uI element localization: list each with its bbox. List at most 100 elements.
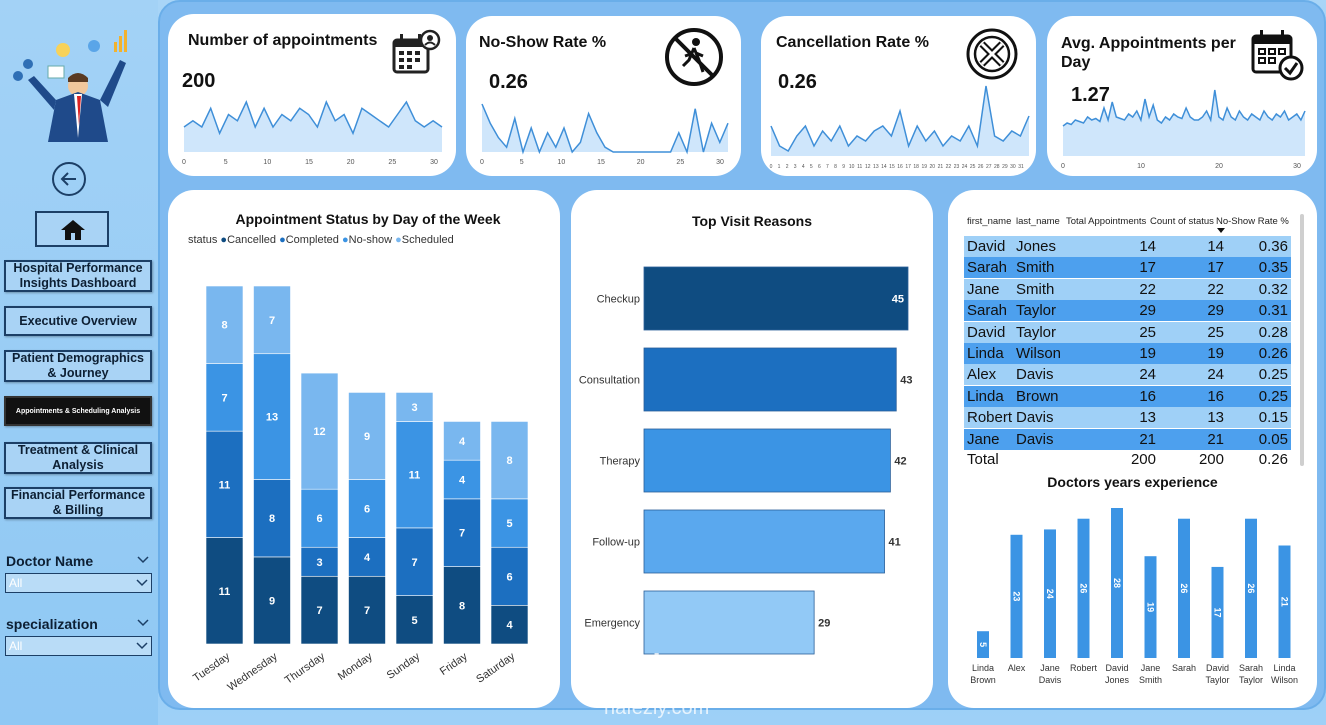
bar[interactable]	[1278, 545, 1291, 659]
home-button[interactable]	[35, 211, 109, 247]
back-button[interactable]	[52, 162, 86, 196]
sparkline-tick: 11	[857, 164, 862, 170]
cell-status-count: 14	[1207, 238, 1224, 255]
nav-treatment-clinical[interactable]: Treatment & Clinical Analysis	[4, 442, 152, 474]
data-label: 4	[506, 620, 513, 632]
bar-segment[interactable]	[205, 285, 244, 364]
bar[interactable]	[643, 428, 891, 493]
col-first-name[interactable]: first_name	[967, 216, 1012, 227]
bar[interactable]	[1077, 518, 1090, 658]
chevron-down-icon[interactable]	[137, 619, 149, 627]
table-row[interactable]: Sarah Taylor 29 29 0.31	[964, 300, 1291, 322]
cell-first-name: Alex	[967, 366, 997, 384]
col-count-status[interactable]: Count of status	[1150, 216, 1214, 227]
chevron-down-icon[interactable]	[137, 556, 149, 564]
table-scrollbar[interactable]	[1300, 214, 1304, 466]
bar[interactable]	[1044, 529, 1056, 658]
data-label: 42	[894, 456, 906, 468]
bar[interactable]	[643, 509, 885, 574]
bar-segment[interactable]	[443, 498, 481, 567]
table-row[interactable]: Linda Brown 16 16 0.25	[964, 385, 1291, 407]
col-noshow-rate[interactable]: No-Show Rate %	[1216, 216, 1289, 227]
legend-item[interactable]: ●No-show	[341, 234, 393, 246]
bar-segment[interactable]	[348, 537, 386, 577]
legend-item[interactable]: ●Completed	[279, 234, 339, 246]
x-tick-label: Friday	[438, 650, 470, 678]
bar-segment[interactable]	[300, 372, 339, 490]
sparkline-cancellation: 0 1 2 3 4 5 6 7 8 9 10 11 12 13 14 15 16 17 18 19 20 21 22 23 24…	[770, 85, 1030, 170]
x-tick-label: Smith	[1139, 675, 1162, 685]
table-row[interactable]: David Jones 14 14 0.36	[964, 236, 1291, 257]
table-row[interactable]: Sarah Smith 17 17 0.35	[964, 257, 1291, 279]
data-label: 4	[459, 475, 466, 487]
data-label: 5	[978, 642, 988, 647]
x-tick-label: Sarah	[1239, 663, 1263, 673]
bar[interactable]	[1211, 566, 1224, 658]
legend-label: Completed	[285, 234, 339, 246]
bar[interactable]	[1010, 534, 1023, 658]
bar[interactable]	[1245, 518, 1257, 658]
table-row[interactable]: Linda Wilson 19 19 0.26	[964, 343, 1291, 364]
kpi-value: 0.26	[489, 71, 528, 93]
table-row[interactable]: Jane Smith 22 22 0.32	[964, 278, 1291, 300]
bar-segment[interactable]	[395, 392, 434, 422]
sparkline-tick: 10	[1137, 163, 1145, 170]
bar-segment[interactable]	[348, 479, 386, 538]
table-row[interactable]: Robert Davis 13 13 0.15	[964, 407, 1291, 429]
nav-executive-overview[interactable]: Executive Overview	[4, 306, 152, 336]
bar-segment[interactable]	[443, 421, 481, 461]
sparkline-tick: 23	[954, 164, 960, 170]
sort-desc-icon[interactable]	[1217, 228, 1225, 233]
legend-item[interactable]: ●Cancelled	[220, 234, 276, 246]
table-row[interactable]: Jane Davis 21 21 0.05	[964, 428, 1291, 450]
bar-segment[interactable]	[348, 392, 386, 480]
bar-segment[interactable]	[490, 421, 529, 500]
bar-segment[interactable]	[300, 488, 339, 548]
bar-segment[interactable]	[205, 363, 244, 432]
legend-item[interactable]: ●Scheduled	[395, 234, 454, 246]
table-total-row: Total 200 200 0.26	[964, 449, 1291, 470]
bar[interactable]	[977, 631, 989, 658]
col-total-appointments[interactable]: Total Appointments	[1066, 216, 1147, 227]
bar-segment[interactable]	[395, 527, 434, 596]
bar-segment[interactable]	[395, 421, 434, 529]
bar-segment[interactable]	[253, 479, 291, 558]
sparkline-tick: 27	[986, 164, 992, 170]
table-row[interactable]: Alex Davis 24 24 0.25	[964, 364, 1291, 386]
nav-patient-demographics[interactable]: Patient Demographics & Journey	[4, 350, 152, 382]
cell-last-name: Smith	[1016, 259, 1055, 277]
bar-segment[interactable]	[490, 546, 529, 606]
data-label: 7	[221, 392, 227, 404]
bar-segment[interactable]	[300, 575, 339, 645]
bar-segment[interactable]	[348, 575, 386, 645]
bar-segment[interactable]	[253, 353, 291, 480]
cell-noshow-rate: 0.36	[1258, 238, 1288, 255]
data-label: 12	[313, 426, 325, 438]
col-last-name[interactable]: last_name	[1016, 216, 1060, 227]
sparkline-tick: 10	[557, 159, 565, 166]
bar-segment[interactable]	[300, 546, 339, 577]
bar[interactable]	[643, 590, 815, 655]
bar[interactable]	[1144, 556, 1157, 658]
bar[interactable]	[1111, 508, 1123, 658]
nav-financial-billing[interactable]: Financial Performance & Billing	[4, 487, 152, 519]
bar-segment[interactable]	[253, 285, 291, 355]
data-label: 8	[506, 455, 512, 467]
table-row[interactable]: David Taylor 25 25 0.28	[964, 321, 1291, 343]
specialization-select[interactable]: All	[5, 636, 152, 656]
bar[interactable]	[643, 266, 909, 331]
bar-segment[interactable]	[490, 604, 529, 645]
nav-hospital-dashboard[interactable]: Hospital Performance Insights Dashboard	[4, 260, 152, 292]
bar-segment[interactable]	[205, 430, 244, 538]
bar[interactable]	[1178, 518, 1190, 658]
bar-segment[interactable]	[395, 595, 434, 645]
bar-segment[interactable]	[253, 556, 291, 645]
doctor-name-select[interactable]: All	[5, 573, 152, 593]
bar-segment[interactable]	[443, 459, 481, 500]
sparkline-tick: 0	[1061, 163, 1065, 170]
nav-appointments-analysis[interactable]: Appointments & Scheduling Analysis	[4, 396, 152, 426]
x-tick-label: David	[1105, 663, 1128, 673]
total-appointments: 200	[1130, 451, 1156, 468]
cell-status-count: 22	[1207, 280, 1224, 298]
bar[interactable]	[643, 347, 897, 412]
